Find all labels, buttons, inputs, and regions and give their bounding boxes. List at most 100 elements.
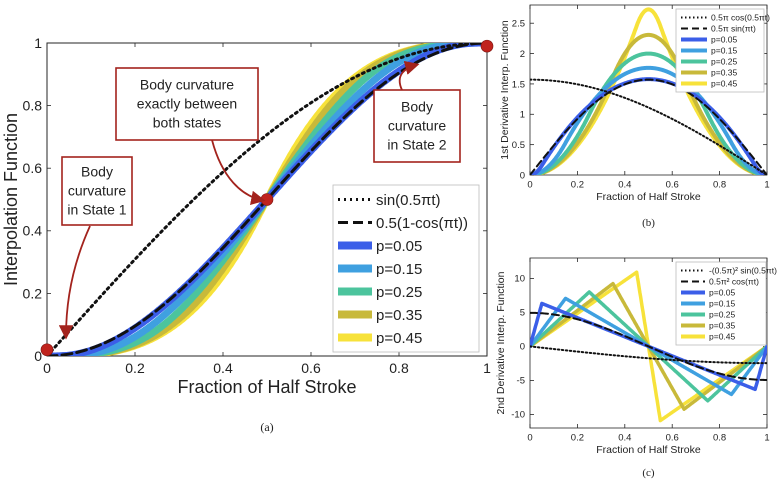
y-tick-label: 0 — [520, 342, 525, 353]
annotation-text: Body — [81, 164, 113, 180]
y-tick-label: 5 — [520, 308, 525, 319]
legend-label: p=0.45 — [709, 332, 736, 342]
x-tick-label: 1 — [764, 180, 769, 191]
x-tick-label: 0 — [527, 180, 532, 191]
y-tick-label: 1 — [34, 35, 42, 51]
legend-label: p=0.05 — [709, 288, 736, 298]
series-group — [530, 7, 767, 175]
x-axis-label: Fraction of Half Stroke — [177, 377, 356, 397]
panel-caption: (b) — [642, 217, 655, 229]
annotation-box — [61, 156, 133, 226]
x-tick-label: 0.2 — [571, 180, 584, 191]
legend-label: 0.5π sin(πt) — [711, 24, 756, 34]
legend-box — [332, 184, 480, 353]
x-tick-label: 0 — [527, 433, 532, 444]
legend-label: 0.5(1-cos(πt)) — [376, 215, 468, 232]
panel-c: 0 0.2 0.4 0.6 0.8 1 -10 -5 0 5 10 Fraction of Half … — [495, 257, 777, 479]
annotation-text: both states — [153, 115, 222, 131]
annotation-text: curvature — [68, 183, 127, 199]
y-tick-label: 0 — [520, 170, 525, 181]
series-line — [530, 78, 767, 175]
x-tick-label: 0.8 — [713, 433, 726, 444]
legend-label: p=0.15 — [376, 261, 422, 278]
x-tick-label: 0 — [43, 360, 51, 376]
y-tick-label: 0.4 — [23, 223, 43, 239]
x-axis-label: Fraction of Half Stroke — [596, 191, 701, 203]
panel-caption: (a) — [260, 420, 273, 434]
legend-label: p=0.25 — [709, 310, 736, 320]
y-axis-label: Interpolation Function — [1, 113, 21, 286]
x-axis-label: Fraction of Half Stroke — [596, 444, 701, 456]
annotation-box — [115, 67, 259, 141]
x-tick-label: 0.4 — [618, 180, 631, 191]
y-tick-label: 0 — [34, 348, 42, 364]
y-axis-label: 1st Derivative Interp. Function — [499, 20, 511, 160]
series-line — [530, 51, 767, 175]
legend-label: p=0.05 — [711, 35, 738, 45]
series-line — [47, 43, 487, 356]
legend-label: -(0.5π)² sin(0.5πt) — [709, 266, 777, 276]
y-tick-label: 2.5 — [512, 19, 525, 30]
x-tick-label: 0.6 — [666, 433, 679, 444]
legend-label: p=0.35 — [709, 321, 736, 331]
legend-label: p=0.15 — [709, 299, 736, 309]
annotation-text: curvature — [388, 118, 447, 134]
y-tick-label: 1.5 — [512, 79, 525, 90]
y-tick-label: 0.6 — [23, 160, 43, 176]
x-tick-label: 0.8 — [713, 180, 726, 191]
legend-label: p=0.35 — [711, 68, 738, 78]
annotation-text: in State 2 — [387, 137, 446, 153]
x-tick-label: 0.4 — [213, 360, 233, 376]
legend: sin(0.5πt) 0.5(1-cos(πt)) p=0.05 p=0.15 p=0.… — [332, 184, 480, 353]
series-group — [530, 270, 767, 423]
y-tick-label: 0.8 — [23, 98, 43, 114]
legend-label: 0.5π² cos(πt) — [709, 277, 759, 287]
annotation-callout: Body curvature in State 2 — [373, 60, 461, 163]
legend-label: p=0.35 — [376, 307, 422, 324]
y-tick-label: -10 — [511, 410, 525, 421]
annotation-arrow — [211, 139, 266, 205]
x-tick-label: 0.8 — [389, 360, 409, 376]
panel-b: 0 0.2 0.4 0.6 0.8 1 0 0.5 1 1.5 2 2.5 Fraction of Ha… — [499, 4, 770, 229]
x-tick-label: 0.2 — [571, 433, 584, 444]
annotation-text: Body curvature — [140, 77, 234, 93]
x-tick-label: 0.2 — [125, 360, 145, 376]
x-tick-label: 0.4 — [618, 433, 631, 444]
legend-label: sin(0.5πt) — [376, 192, 441, 209]
x-tick-label: 1 — [764, 433, 769, 444]
state-marker — [480, 39, 494, 53]
series-line — [530, 311, 767, 381]
legend: 0.5π cos(0.5πt)0.5π sin(πt)p=0.05p=0.15p… — [675, 8, 770, 93]
legend-label: p=0.25 — [711, 57, 738, 67]
annotation-arrow — [58, 225, 91, 340]
y-tick-label: 2 — [520, 49, 525, 60]
legend-label: p=0.45 — [376, 330, 422, 347]
annotation-arrow — [398, 60, 420, 91]
legend-label: p=0.15 — [711, 46, 738, 56]
y-tick-label: -5 — [517, 376, 525, 387]
y-tick-label: 0.2 — [23, 285, 43, 301]
legend-label: p=0.45 — [711, 79, 738, 89]
x-tick-label: 0.6 — [301, 360, 321, 376]
x-tick-label: 1 — [483, 360, 491, 376]
series-line — [530, 65, 767, 175]
y-tick-label: 0.5 — [512, 140, 525, 151]
y-axis-label: 2nd Derivative Interp. Function — [495, 271, 507, 414]
state-marker — [260, 193, 274, 206]
series-line — [530, 78, 767, 175]
series-line — [530, 345, 767, 365]
annotation-text: in State 1 — [67, 202, 126, 218]
y-tick-label: 10 — [514, 274, 525, 285]
annotation-text: Body — [401, 99, 433, 115]
annotation-text: exactly between — [137, 96, 237, 112]
legend-label: p=0.25 — [376, 284, 422, 301]
annotation-callout: Body curvature in State 1 — [58, 156, 133, 340]
x-tick-label: 0.6 — [666, 180, 679, 191]
panel-a: 0 0.2 0.4 0.6 0.8 1 0 0.2 0.4 0.6 0.8 1 Fraction of … — [1, 35, 494, 434]
annotation-box — [373, 89, 461, 163]
state-marker — [40, 343, 54, 357]
legend-label: p=0.05 — [376, 238, 422, 255]
legend-label: 0.5π cos(0.5πt) — [711, 13, 770, 23]
annotation-callout: Body curvature exactly between both states — [115, 67, 266, 205]
